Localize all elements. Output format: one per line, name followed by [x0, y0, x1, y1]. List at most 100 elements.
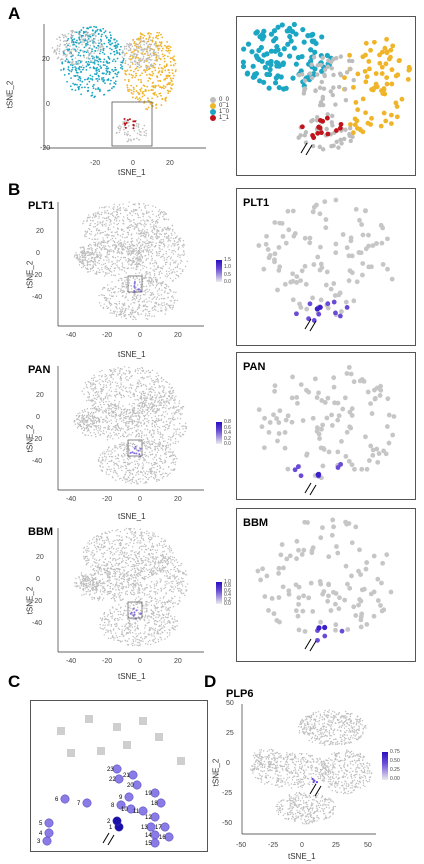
cell-dot	[141, 466, 144, 468]
cell-dot	[114, 45, 117, 47]
cell-dot	[158, 273, 160, 276]
cell-dot	[146, 50, 149, 53]
cell-dot	[93, 244, 95, 246]
cell-dot	[137, 126, 140, 129]
cell-dot	[106, 268, 108, 271]
cell-dot	[182, 254, 185, 256]
cell-dot	[114, 370, 116, 373]
cell-dot	[152, 226, 155, 228]
cell-dot	[154, 463, 156, 465]
cell-dot	[109, 384, 111, 386]
cell-dot	[95, 233, 97, 236]
cell-dot	[164, 44, 166, 47]
cell-dot	[322, 67, 328, 72]
cell-dot	[295, 54, 302, 61]
cell-dot	[107, 398, 109, 400]
cell-dot	[137, 399, 140, 401]
cell-dot	[130, 51, 133, 54]
cell-dot	[107, 268, 110, 270]
cell-dot	[144, 241, 146, 243]
cell-dot	[148, 271, 151, 274]
cell-dot	[106, 436, 109, 438]
cell-dot	[111, 456, 114, 458]
cell-dot	[117, 367, 119, 369]
legend-label: 0_1	[219, 103, 230, 109]
cell-dot	[117, 373, 119, 375]
cell-dot	[104, 30, 107, 33]
cell-dot	[112, 412, 115, 414]
cell-dot	[135, 47, 138, 49]
cell-dot	[108, 218, 110, 221]
cell-dot	[91, 398, 93, 401]
cell-dot	[368, 47, 373, 53]
cell-dot	[132, 56, 135, 58]
cell-dot	[130, 73, 133, 76]
cell-dot	[154, 296, 156, 298]
cell-dot	[69, 53, 72, 55]
cell-dot	[150, 32, 152, 35]
cell-dot	[110, 231, 113, 234]
cell-dot	[133, 227, 136, 229]
cell-dot	[160, 297, 163, 300]
cell-dot	[128, 471, 131, 474]
cell-dot	[110, 395, 112, 397]
cell-dot	[152, 409, 155, 411]
cell-dot	[116, 213, 119, 216]
cell-dot	[91, 48, 93, 51]
cell-dot	[70, 62, 73, 64]
cell-dot	[127, 299, 129, 301]
cell-dot	[150, 251, 153, 253]
cell-dot	[100, 35, 103, 38]
cell-dot	[128, 263, 130, 265]
cell-dot	[145, 447, 147, 449]
cell-dot	[172, 64, 175, 66]
cell-dot	[104, 241, 106, 244]
cell-dot	[77, 418, 80, 421]
cell-dot	[110, 303, 113, 306]
cell-dot	[107, 89, 110, 92]
cell-dot	[147, 393, 149, 395]
cell-dot	[143, 224, 145, 226]
cell-dot	[138, 412, 141, 414]
cell-dot	[97, 68, 100, 71]
cell-dot	[160, 241, 162, 243]
cell-dot	[108, 450, 110, 452]
cell-dot	[148, 462, 150, 464]
cell-dot	[149, 251, 152, 253]
cell-dot	[139, 239, 142, 241]
cell-dot	[338, 121, 344, 127]
cell-dot	[145, 313, 147, 315]
cell-dot	[166, 442, 169, 444]
cell-dot	[159, 401, 162, 403]
cell-dot	[373, 71, 379, 76]
cell-dot	[127, 456, 129, 458]
cell-dot	[122, 220, 125, 222]
cell-dot	[107, 67, 110, 70]
cell-dot	[98, 217, 100, 219]
cell-dot	[149, 371, 152, 374]
cell-dot	[101, 77, 103, 79]
cell-dot	[153, 456, 156, 459]
cell-dot	[79, 77, 82, 80]
cell-dot	[89, 216, 91, 218]
cell-dot	[169, 262, 171, 264]
cell-dot	[143, 206, 146, 208]
cell-dot	[144, 304, 146, 306]
cell-dot	[131, 225, 133, 227]
cell-dot	[156, 290, 159, 292]
cell-dot	[124, 432, 127, 434]
zoom-region-box	[127, 439, 143, 457]
cell-dot	[93, 57, 95, 60]
cell-dot	[93, 33, 95, 36]
cell-dot	[101, 540, 104, 542]
cell-dot	[274, 44, 280, 50]
cell-dot	[146, 41, 149, 43]
cell-dot	[120, 427, 123, 429]
cell-dot	[140, 385, 143, 387]
cell-dot	[151, 450, 153, 452]
cell-dot	[92, 413, 94, 415]
cell-dot	[71, 88, 74, 91]
cell-dot	[277, 51, 283, 58]
cell-dot	[155, 375, 157, 378]
cell-dot	[140, 436, 143, 439]
